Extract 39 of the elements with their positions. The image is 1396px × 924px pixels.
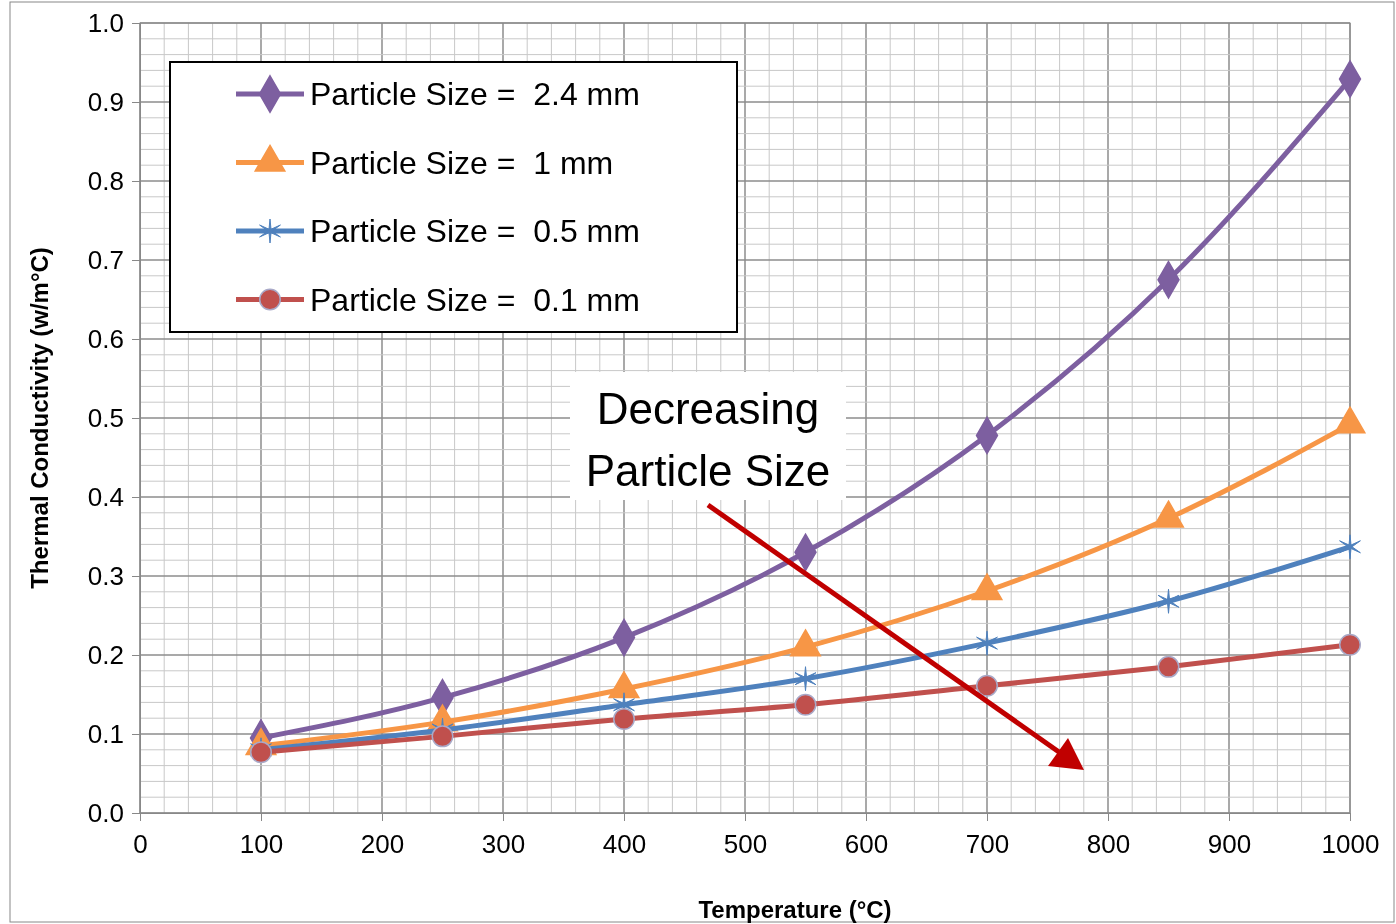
legend-label: Particle Size = 0.5 mm (310, 213, 640, 249)
y-axis-title: Thermal Conductivity (w/m°C) (26, 247, 53, 589)
y-tick-label: 0.2 (87, 639, 124, 670)
y-tick-label: 1.0 (87, 7, 124, 38)
y-tick-label: 0.8 (87, 165, 124, 196)
legend-label: Particle Size = 2.4 mm (310, 76, 640, 112)
point (976, 630, 998, 656)
x-tick-label: 200 (360, 829, 405, 860)
x-tick-label: 100 (239, 829, 284, 860)
x-tick-label: 1000 (1321, 829, 1380, 860)
x-tick-label: 700 (965, 829, 1010, 860)
x-tick-label: 400 (602, 829, 647, 860)
point (1157, 588, 1180, 614)
y-tick-label: 0.9 (87, 86, 124, 117)
point (1339, 534, 1361, 560)
y-tick-label: 0.4 (87, 481, 124, 512)
x-axis-title: Temperature (°C) (698, 896, 892, 923)
y-tick-label: 0.5 (87, 402, 124, 433)
y-tick-label: 0.6 (87, 323, 124, 354)
y-tick-label: 0.1 (87, 718, 124, 749)
y-tick-label: 0.7 (87, 244, 124, 275)
legend-label: Particle Size = 1 mm (310, 144, 614, 181)
x-tick-label: 800 (1086, 829, 1131, 860)
legend-label: Particle Size = 0.1 mm (310, 281, 640, 318)
point (1339, 633, 1361, 656)
x-tick-label: 900 (1207, 829, 1252, 860)
point (976, 674, 998, 697)
y-tick-label: 0.0 (87, 797, 124, 828)
point (613, 708, 635, 730)
annotation: Decreasing Particle Size (585, 384, 831, 495)
x-tick-label: 500 (723, 829, 768, 860)
x-tick-label: 600 (844, 829, 889, 860)
point (794, 666, 817, 692)
point (431, 725, 454, 748)
x-tick-label: 0 (133, 829, 148, 860)
point (1157, 655, 1180, 678)
x-tick-label: 300 (481, 829, 526, 860)
y-tick-label: 0.3 (87, 560, 124, 591)
point (794, 693, 817, 716)
